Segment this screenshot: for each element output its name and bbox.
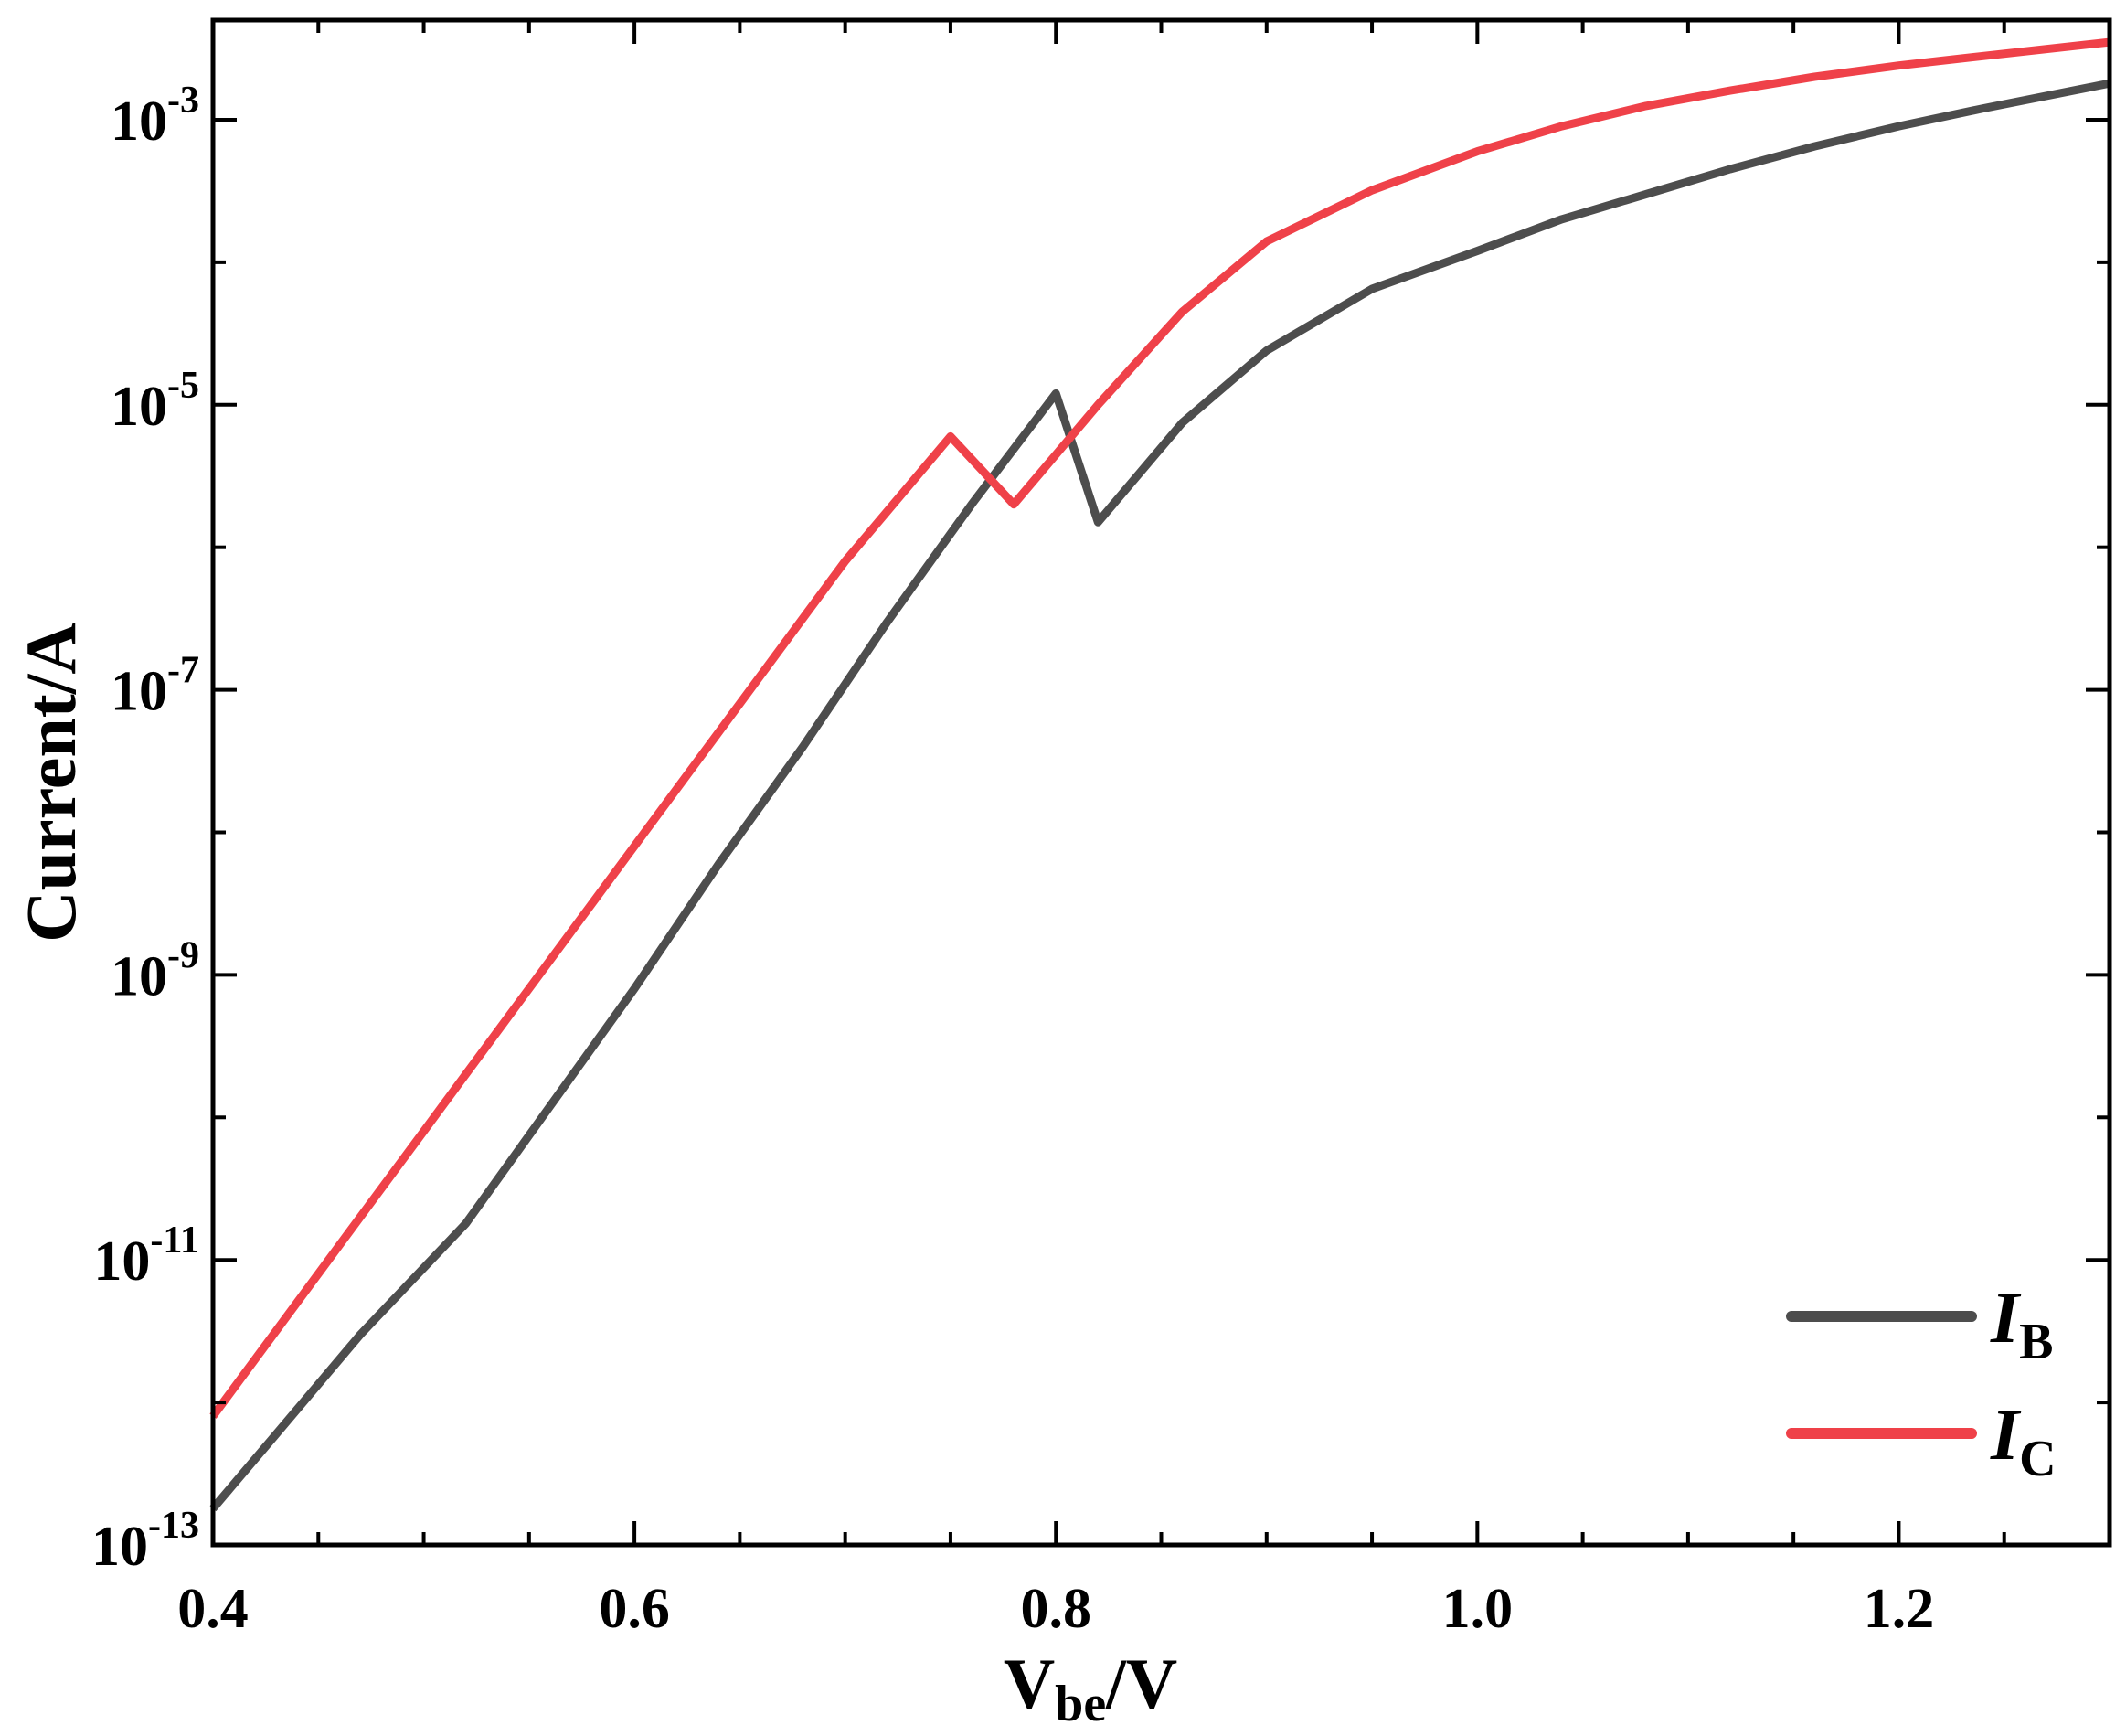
y-tick-label: 10-9: [111, 934, 199, 1007]
legend-label-subscript: C: [2019, 1431, 2056, 1487]
y-tick-base: 10: [111, 661, 167, 723]
plot-frame: [210, 17, 2112, 1548]
x-axis-label: Vbe/V: [1004, 1644, 1177, 1732]
y-axis-label: Current/A: [11, 623, 90, 943]
y-tick-exponent: -3: [167, 80, 199, 122]
y-tick-label: 10-13: [91, 1505, 199, 1578]
y-tick-base: 10: [111, 91, 167, 153]
y-tick-base: 10: [111, 945, 167, 1007]
x-axis-label-subscript: be: [1055, 1676, 1106, 1732]
legend-label-main: I: [1990, 1395, 2022, 1475]
x-axis-label-main: V: [1004, 1644, 1055, 1723]
x-tick-label: 1.0: [1442, 1578, 1514, 1640]
y-tick-label: 10-5: [111, 365, 199, 438]
x-tick-label: 0.6: [599, 1578, 670, 1640]
y-tick-label: 10-3: [111, 80, 199, 153]
x-tick-label: 1.2: [1864, 1578, 1935, 1640]
y-tick-base: 10: [91, 1516, 148, 1578]
x-axis-label-suffix: /V: [1105, 1644, 1177, 1723]
x-tick-label: 0.4: [177, 1578, 249, 1640]
legend-label-main: I: [1990, 1278, 2022, 1358]
series-line-ic: [209, 37, 2110, 1419]
series-line-ib: [209, 79, 2110, 1512]
y-tick-base: 10: [93, 1230, 150, 1293]
series-layer: [209, 37, 2110, 1512]
x-tick-label: 0.8: [1020, 1578, 1091, 1640]
labels-layer: 0.4 0.6 0.8 1.0 1.210-1310-1110-910-710-510-…: [91, 80, 1934, 1640]
y-tick-base: 10: [111, 376, 167, 438]
legend-label: IC: [1990, 1395, 2057, 1487]
y-tick-exponent: -7: [167, 650, 199, 692]
legend-label: IB: [1990, 1278, 2054, 1370]
y-tick-label: 10-11: [93, 1219, 199, 1293]
y-tick-exponent: -13: [148, 1505, 199, 1547]
y-tick-exponent: -11: [150, 1219, 199, 1262]
y-tick-label: 10-7: [111, 650, 199, 723]
y-tick-exponent: -9: [167, 934, 199, 976]
y-tick-exponent: -5: [167, 365, 199, 407]
legend-label-subscript: B: [2019, 1314, 2053, 1370]
